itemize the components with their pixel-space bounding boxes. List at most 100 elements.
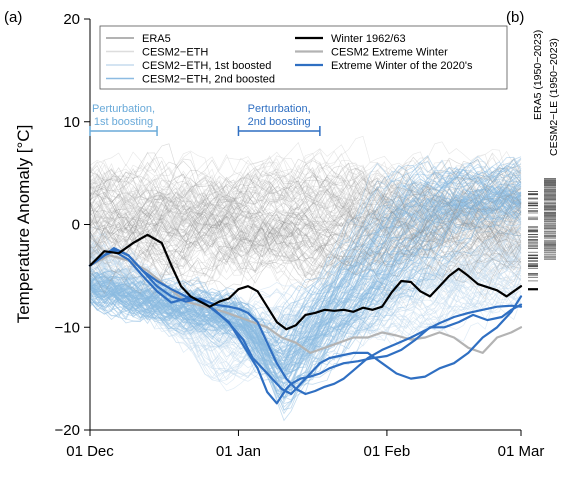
y-tick-label: −10 bbox=[55, 319, 80, 336]
side-panel: ERA5 (1950−2023) CESM2−LE (1950−2023) bbox=[528, 30, 560, 291]
cesm2-eth-member bbox=[89, 195, 522, 283]
x-tick-label: 01 Dec bbox=[66, 443, 114, 460]
era5-member bbox=[89, 181, 522, 263]
cesm2-eth-member bbox=[89, 162, 522, 241]
second-boosted-member bbox=[89, 187, 522, 369]
y-tick-label: 20 bbox=[63, 11, 80, 28]
series-lines bbox=[88, 233, 523, 405]
cesm2-eth-member bbox=[89, 213, 522, 287]
era5-member bbox=[89, 175, 522, 257]
era5-member bbox=[89, 167, 522, 259]
series-line bbox=[88, 248, 523, 405]
era5-member bbox=[89, 210, 522, 300]
second-boosted-member bbox=[89, 194, 522, 376]
era5-member bbox=[89, 201, 522, 282]
era5-member bbox=[89, 191, 522, 273]
cesm2-eth-member bbox=[89, 161, 522, 239]
cesm2-eth-member bbox=[89, 160, 522, 243]
cesm2-eth-member bbox=[89, 194, 522, 263]
second-boosted-member bbox=[89, 168, 522, 370]
annotation-text: 1st boosting bbox=[94, 116, 153, 128]
cesm2-eth-member bbox=[89, 209, 522, 310]
cesm2-eth-member bbox=[89, 144, 522, 232]
second-boosted-member bbox=[89, 201, 522, 370]
era5-member bbox=[89, 209, 521, 259]
cesm2-eth-member bbox=[89, 200, 522, 242]
y-axis-label: Temperature Anomaly [°C] bbox=[14, 125, 33, 324]
second-boosted-member bbox=[89, 190, 522, 398]
panel-label-a: (a) bbox=[4, 9, 22, 26]
era5-member bbox=[89, 188, 522, 260]
era5-member bbox=[89, 158, 522, 231]
era5-member bbox=[89, 169, 522, 239]
era5-member bbox=[89, 187, 522, 272]
labels: (a) (b) Temperature Anomaly [°C] bbox=[4, 9, 524, 323]
era5-member bbox=[90, 160, 522, 219]
cesm2-eth-member bbox=[89, 206, 522, 272]
annotation-text: 2nd boosting bbox=[248, 116, 311, 128]
era5-member bbox=[89, 191, 522, 262]
legend-label: Winter 1962/63 bbox=[331, 33, 406, 45]
cesm2-eth-member bbox=[89, 186, 522, 256]
cesm2-eth-member bbox=[89, 157, 522, 240]
annotations: Perturbation,1st boostingPerturbation,2n… bbox=[89, 103, 321, 136]
cesm2-eth-member bbox=[89, 222, 522, 306]
cesm2-eth-member bbox=[89, 157, 522, 233]
era5-member bbox=[89, 160, 522, 234]
era5-member bbox=[89, 177, 522, 257]
legend-box bbox=[99, 25, 508, 90]
y-tick-label: −20 bbox=[55, 422, 80, 439]
second-boosted-member bbox=[89, 197, 522, 401]
cesm2-eth-member bbox=[89, 141, 522, 205]
side-label-era5: ERA5 (1950−2023) bbox=[532, 30, 544, 120]
era5-member bbox=[89, 180, 522, 260]
cesm2-eth-member bbox=[89, 212, 522, 278]
cesm2-eth-member bbox=[89, 174, 522, 262]
side-label-cesm2: CESM2−LE (1950−2023) bbox=[548, 38, 560, 156]
era5-member bbox=[89, 177, 522, 253]
cesm2-eth-member bbox=[89, 178, 522, 260]
x-tick-label: 01 Feb bbox=[364, 443, 411, 460]
era5-member bbox=[89, 216, 522, 279]
cesm2-eth-member bbox=[89, 223, 522, 289]
second-boosted-member bbox=[89, 177, 522, 400]
x-tick-label: 01 Mar bbox=[498, 443, 545, 460]
cesm2-eth-member bbox=[89, 152, 522, 227]
annotation-text: Perturbation, bbox=[248, 103, 311, 115]
era5-member bbox=[89, 157, 522, 248]
legend-label: Extreme Winter of the 2020's bbox=[331, 60, 473, 72]
cesm2-eth-member bbox=[89, 164, 522, 249]
cesm2-eth-member bbox=[89, 163, 522, 241]
era5-member bbox=[89, 152, 522, 217]
second-boosted-member bbox=[89, 187, 522, 379]
cesm2-eth-member bbox=[89, 221, 522, 293]
era5-member bbox=[89, 215, 522, 296]
legend-label: CESM2−ETH, 2nd boosted bbox=[142, 74, 275, 86]
legend-label: ERA5 bbox=[142, 33, 171, 45]
second-boosted-member bbox=[89, 185, 522, 379]
cesm2-eth-member bbox=[89, 190, 522, 266]
era5-member bbox=[89, 221, 522, 301]
series-line bbox=[88, 250, 523, 396]
era5-member bbox=[89, 186, 522, 247]
cesm2-eth-member bbox=[89, 142, 522, 245]
era5-member bbox=[89, 195, 522, 268]
legend-label: CESM2−ETH bbox=[142, 47, 208, 59]
cesm2-eth-member bbox=[89, 173, 522, 248]
series-line bbox=[88, 247, 523, 396]
panel-label-b: (b) bbox=[506, 9, 524, 26]
era5-member bbox=[89, 204, 522, 281]
era5-member bbox=[89, 220, 522, 289]
era5-member bbox=[89, 156, 522, 242]
cesm2-eth-member bbox=[89, 157, 521, 233]
y-tick-label: 10 bbox=[63, 114, 80, 131]
cesm2-eth-member bbox=[89, 158, 522, 242]
cesm2-eth-member bbox=[89, 201, 522, 294]
era5-member bbox=[89, 189, 522, 271]
cesm2-eth-member bbox=[89, 176, 522, 269]
cesm2-eth-member bbox=[89, 148, 522, 229]
x-tick-label: 01 Jan bbox=[216, 443, 261, 460]
cesm2-eth-member bbox=[89, 224, 522, 296]
